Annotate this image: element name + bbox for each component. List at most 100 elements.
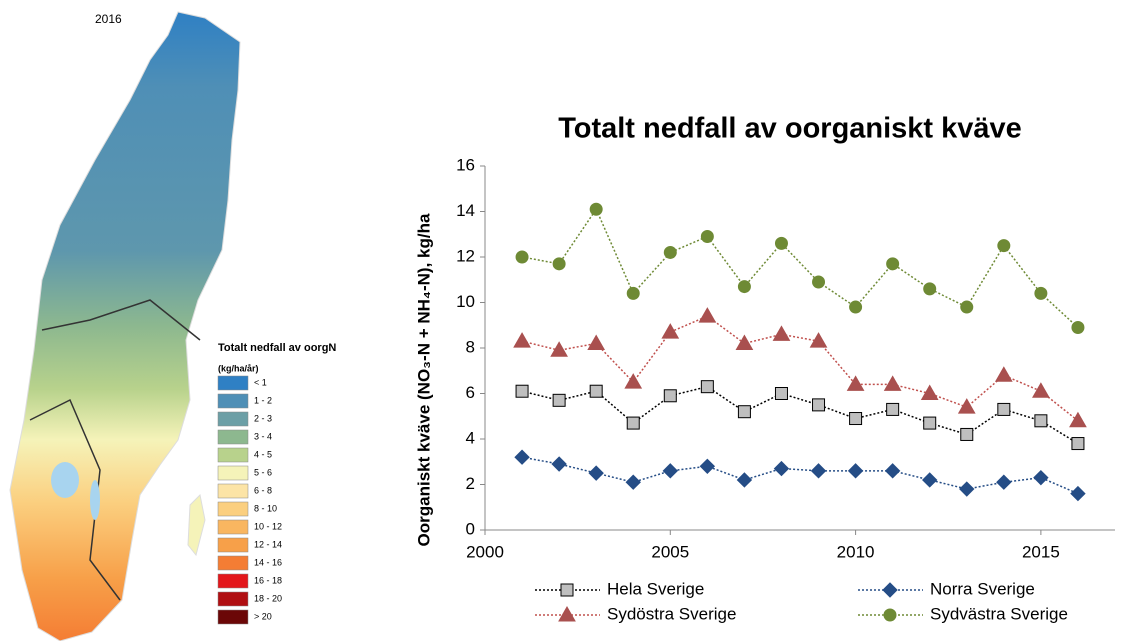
map: 2016 Totalt nedfall av oorgN (kg/ha/år) [9, 11, 336, 641]
map-legend-swatch [217, 573, 249, 589]
map-legend-swatch [217, 465, 249, 481]
marker [996, 474, 1012, 490]
map-legend-swatch [217, 483, 249, 499]
marker [662, 463, 679, 479]
map-legend-swatch [217, 447, 249, 463]
map-legend-label: 12 - 14 [254, 539, 282, 549]
marker [812, 275, 826, 289]
marker [1071, 321, 1085, 335]
x-tick-label: 2010 [837, 542, 875, 561]
marker [812, 398, 826, 412]
y-tick-label: 14 [456, 201, 475, 220]
y-tick-label: 6 [466, 383, 475, 402]
marker [735, 334, 754, 350]
marker [960, 300, 974, 314]
marker [700, 380, 714, 394]
marker [626, 416, 640, 430]
legend-label: Hela Sverige [607, 579, 704, 598]
y-tick-label: 8 [466, 337, 475, 356]
marker [810, 463, 827, 479]
map-legend-swatch [217, 591, 249, 607]
map-legend-label: > 20 [254, 611, 272, 621]
marker [515, 384, 529, 398]
map-legend-swatch [217, 609, 249, 625]
marker [994, 366, 1013, 382]
map-legend-label: 18 - 20 [254, 593, 282, 603]
legend-label: Norra Sverige [930, 579, 1035, 598]
marker [700, 230, 714, 244]
marker [737, 405, 751, 419]
marker [663, 389, 677, 403]
marker [774, 387, 788, 400]
legend-marker [883, 608, 897, 622]
marker [1033, 469, 1049, 486]
map-lake [90, 480, 100, 520]
marker [1070, 485, 1086, 502]
marker [849, 412, 863, 426]
marker [1034, 414, 1048, 428]
marker [886, 402, 900, 416]
marker [997, 402, 1011, 416]
marker [773, 460, 790, 477]
marker [957, 398, 976, 414]
marker [1069, 411, 1087, 428]
x-tick-label: 2015 [1022, 542, 1060, 561]
marker [886, 257, 900, 271]
marker [513, 332, 531, 348]
marker [626, 286, 640, 300]
x-tick-label: 2000 [466, 542, 504, 561]
map-legend-label: 16 - 18 [254, 575, 282, 585]
y-tick-label: 10 [456, 292, 475, 311]
marker [923, 416, 937, 430]
marker [1032, 382, 1050, 398]
y-axis-label: Oorganiskt kväve (NO₃-N + NH₄-N), kg/ha [414, 213, 433, 546]
map-legend-label: 5 - 6 [254, 467, 272, 477]
series-line [521, 385, 1079, 445]
marker [551, 456, 567, 472]
map-legend-label: 4 - 5 [254, 449, 272, 459]
map-gotland [187, 493, 206, 557]
legend-marker [882, 582, 898, 598]
map-legend-swatch [217, 429, 249, 445]
marker [625, 474, 641, 490]
marker [1071, 437, 1085, 451]
marker [552, 257, 566, 271]
map-legend-label: 2 - 3 [254, 413, 272, 423]
marker [1034, 286, 1048, 300]
legend-marker [560, 583, 574, 597]
legend-label: Sydöstra Sverige [607, 604, 736, 623]
marker [515, 250, 529, 264]
marker [959, 481, 975, 497]
map-legend-unit: (kg/ha/år) [218, 363, 259, 373]
map-legend-label: 1 - 2 [254, 395, 272, 405]
map-legend-label: < 1 [254, 377, 267, 387]
y-tick-label: 12 [456, 246, 475, 265]
legend-marker [558, 605, 576, 622]
y-tick-label: 4 [466, 428, 475, 447]
marker [737, 280, 751, 294]
map-border [41, 299, 201, 341]
legend-label: Sydvästra Sverige [930, 604, 1068, 623]
map-legend-swatch [217, 501, 249, 517]
marker [920, 384, 939, 400]
series-line [521, 315, 1079, 422]
x-tick-label: 2005 [651, 542, 689, 561]
marker [514, 449, 530, 465]
marker [809, 332, 828, 348]
marker [884, 463, 901, 479]
marker [923, 282, 937, 296]
marker [661, 323, 680, 339]
marker [921, 472, 938, 488]
marker [552, 393, 566, 407]
map-legend-swatch [217, 519, 249, 535]
series-line [521, 207, 1079, 329]
map-legend-swatch [217, 555, 249, 571]
map-legend-title: Totalt nedfall av oorgN [218, 342, 336, 354]
map-sweden [9, 11, 241, 641]
marker [772, 325, 791, 341]
marker [960, 427, 974, 441]
marker [846, 375, 865, 391]
marker [774, 236, 788, 250]
marker [847, 463, 864, 479]
